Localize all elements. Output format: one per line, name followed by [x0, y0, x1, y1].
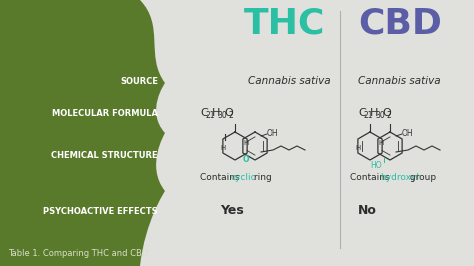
Text: H: H	[243, 140, 249, 146]
Text: OH: OH	[402, 130, 414, 139]
Text: SOURCE: SOURCE	[120, 77, 158, 85]
Text: CHEMICAL STRUCTURE: CHEMICAL STRUCTURE	[51, 152, 158, 160]
Text: ring: ring	[251, 173, 272, 182]
PathPatch shape	[0, 0, 165, 266]
Text: hydroxyl: hydroxyl	[381, 173, 419, 182]
Text: 30: 30	[218, 111, 227, 120]
Text: MOLECULAR FORMULA: MOLECULAR FORMULA	[52, 109, 158, 118]
Text: 30: 30	[375, 111, 385, 120]
Text: Yes: Yes	[220, 205, 244, 218]
Text: group: group	[408, 173, 437, 182]
Text: Contains: Contains	[350, 173, 392, 182]
Text: THC: THC	[244, 7, 326, 41]
Text: H: H	[212, 108, 220, 118]
Text: No: No	[358, 205, 377, 218]
Text: Contains: Contains	[200, 173, 243, 182]
Text: 2: 2	[386, 111, 391, 120]
Text: H: H	[356, 145, 361, 151]
Text: H: H	[220, 145, 226, 151]
Text: O: O	[382, 108, 391, 118]
Text: C: C	[358, 108, 366, 118]
Text: Cannabis sativa: Cannabis sativa	[358, 76, 441, 86]
Text: CBD: CBD	[358, 7, 442, 41]
Text: HO: HO	[370, 161, 382, 171]
Text: O: O	[224, 108, 233, 118]
Text: OH: OH	[267, 130, 279, 139]
Text: Table 1. Comparing THC and CBD.: Table 1. Comparing THC and CBD.	[8, 250, 151, 259]
Text: C: C	[200, 108, 208, 118]
Text: H: H	[370, 108, 378, 118]
Text: H: H	[378, 140, 383, 146]
Text: Cannabis sativa: Cannabis sativa	[248, 76, 331, 86]
Text: PSYCHOACTIVE EFFECTS: PSYCHOACTIVE EFFECTS	[44, 206, 158, 215]
Text: 21: 21	[206, 111, 215, 120]
Text: cyclic: cyclic	[230, 173, 256, 182]
Text: 2: 2	[228, 111, 233, 120]
Text: 21: 21	[364, 111, 373, 120]
Text: O: O	[243, 155, 249, 164]
